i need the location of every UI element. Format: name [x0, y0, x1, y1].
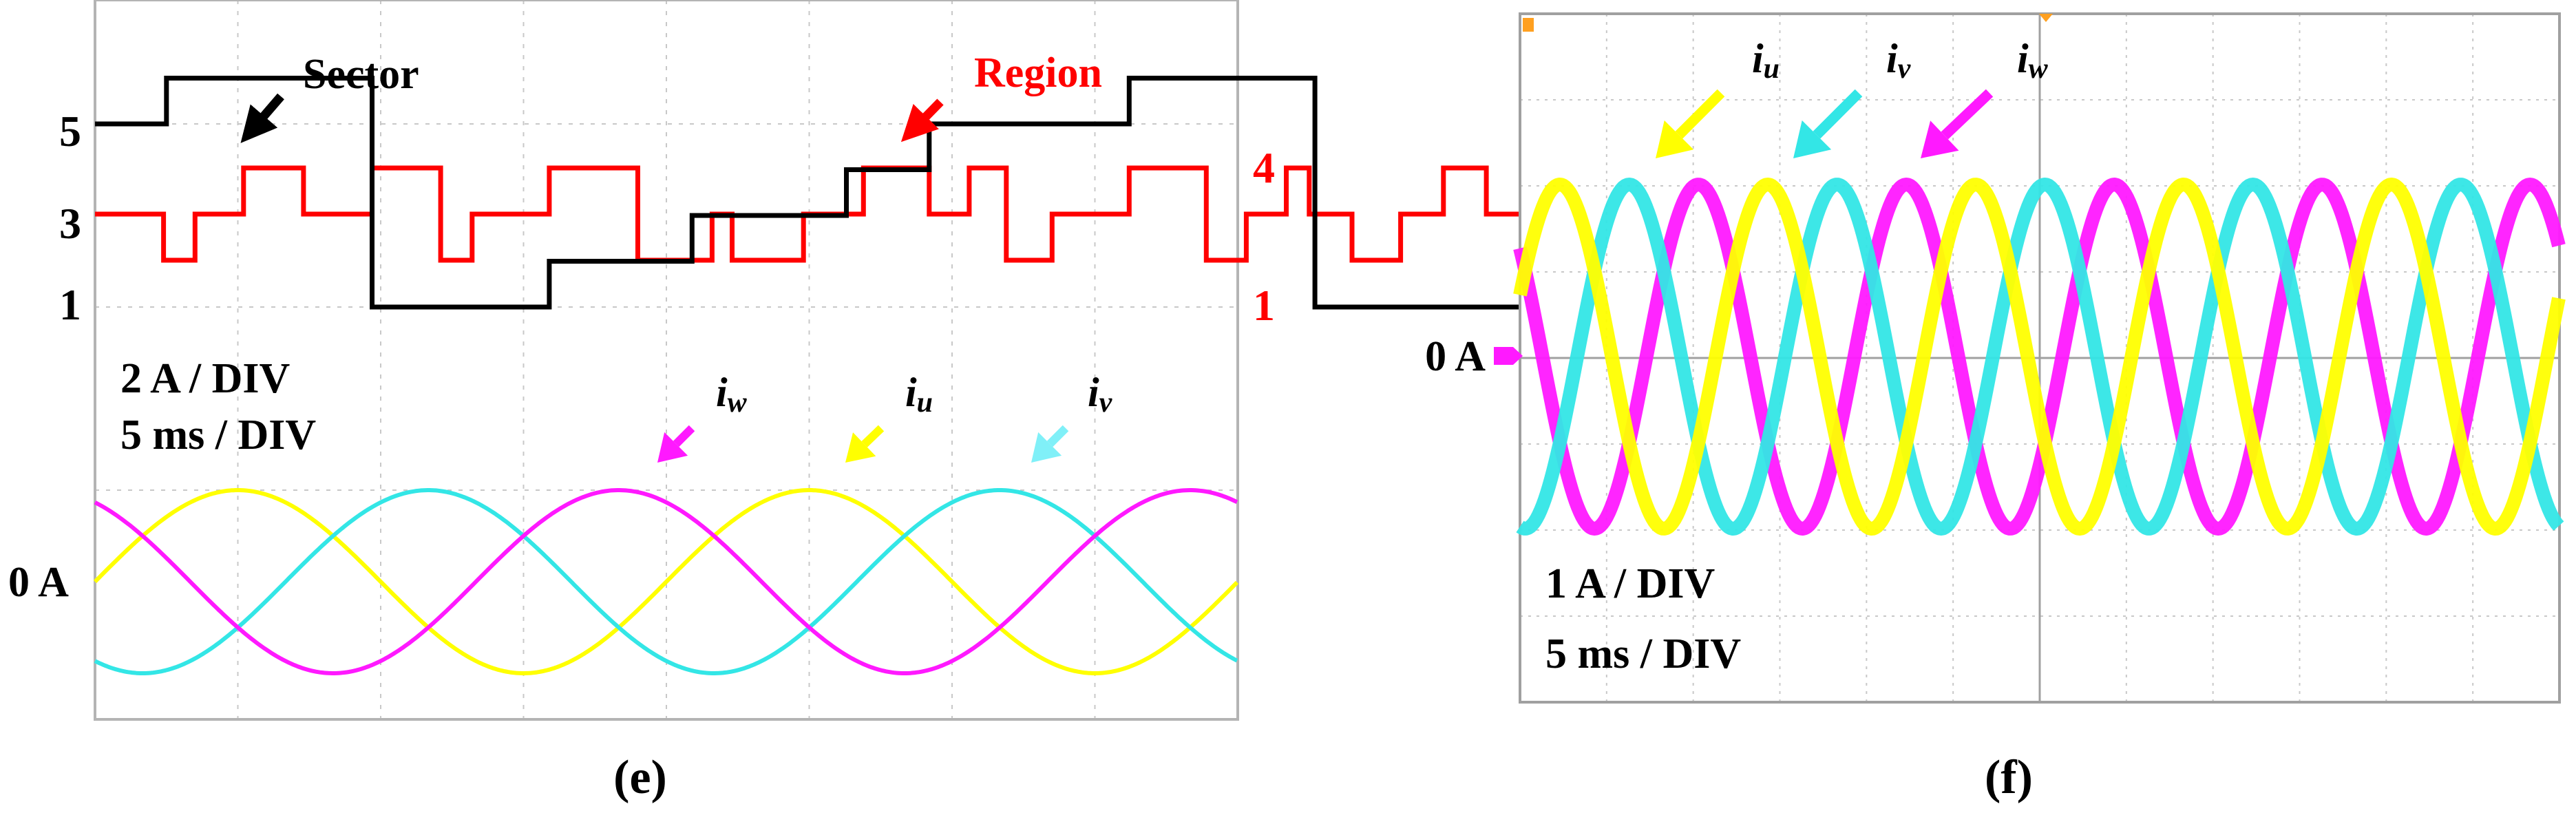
- sector-arrow: [240, 93, 284, 143]
- panel-f-plots: [1513, 178, 2566, 536]
- label-iv-main: i: [1886, 36, 1898, 81]
- arrow-iw-shaft: [1941, 89, 1994, 140]
- label-iu: iu: [1752, 36, 1780, 85]
- arrow-iu-shaft: [861, 425, 885, 447]
- arrow-iw-head: [1921, 120, 1959, 158]
- region-tick-4: 4: [1253, 143, 1275, 192]
- label-iw-sub: w: [2029, 53, 2049, 85]
- region-arrow: [900, 98, 944, 142]
- sector-label: Sector: [303, 51, 419, 98]
- label-iv-sub: v: [1898, 53, 1912, 85]
- panel-e-caption-letter: e: [629, 751, 651, 804]
- arrow-iv-shaft: [1046, 425, 1069, 447]
- panel-f-current-labels: iu iv iw: [1656, 36, 2049, 158]
- label-iv: iv: [1088, 370, 1113, 419]
- label-iu-sub: u: [917, 387, 933, 419]
- panel-e-caption: (e): [613, 751, 667, 804]
- trace-iw: [1513, 178, 2566, 536]
- arrow-iw-shaft: [673, 425, 695, 447]
- label-iw-main: i: [2017, 36, 2029, 81]
- panel-f-grid: [1520, 14, 2559, 702]
- arrow-iv-head: [1793, 120, 1832, 158]
- panel-f-caption: (f): [1985, 751, 2033, 804]
- trigger-marker-top: [2039, 14, 2053, 22]
- label-iu-sub: u: [1764, 53, 1780, 85]
- trigger-marker-left: [1523, 18, 1534, 32]
- arrow-iu-shaft: [1675, 89, 1725, 139]
- label-iv: iv: [1886, 36, 1912, 85]
- label-iu-main: i: [905, 370, 917, 415]
- label-iu: iu: [905, 370, 933, 419]
- label-iw-main: i: [716, 370, 728, 415]
- arrow-iu-head: [1656, 120, 1694, 158]
- label-iw: iw: [716, 370, 748, 419]
- trace-iu: [93, 488, 1239, 675]
- arrow-iv-head: [1031, 432, 1062, 463]
- panel-f-caption-open: (: [1985, 751, 2000, 804]
- region-label: Region: [974, 50, 1102, 96]
- sector-tick-5: 5: [59, 107, 81, 156]
- panel-e-scale-time: 5 ms / DIV: [120, 412, 316, 458]
- panel-e-grid: [95, 0, 1238, 719]
- panel-e: 5 3 1 4 1 Sector Region 2 A / DIV 5 ms /…: [8, 0, 2166, 804]
- arrow-iw-head: [657, 432, 688, 463]
- region-tick-1: 1: [1253, 281, 1275, 330]
- trace-iv: [94, 488, 1238, 675]
- trace-iu: [1513, 178, 2566, 536]
- panel-f-scale-time: 5 ms / DIV: [1545, 631, 1741, 677]
- panel-e-caption-close: ): [651, 751, 667, 804]
- panel-e-current-labels: iw iu iv: [657, 370, 1113, 463]
- sector-tick-3: 3: [59, 199, 81, 248]
- panel-e-scale-current: 2 A / DIV: [120, 355, 291, 402]
- panel-f-scale-current: 1 A / DIV: [1545, 560, 1715, 607]
- label-iv-sub: v: [1099, 387, 1113, 419]
- panel-e-plots: [93, 76, 2166, 675]
- panel-f-zero-label: 0 A: [1425, 333, 1486, 380]
- panel-e-frame: [94, 0, 1239, 721]
- panel-f: 0 A 1 A / DIV 5 ms / DIV iu iv iw (f): [1425, 12, 2566, 804]
- arrow-iu-head: [845, 432, 876, 463]
- sector-tick-1: 1: [59, 280, 81, 329]
- channel-marker: [1494, 347, 1523, 365]
- panel-f-caption-close: ): [2017, 751, 2033, 804]
- label-iw-sub: w: [728, 387, 748, 419]
- label-iv-main: i: [1088, 370, 1099, 415]
- panel-e-zero-label: 0 A: [8, 559, 69, 606]
- panel-f-caption-letter: f: [2000, 751, 2017, 804]
- label-iu-main: i: [1752, 36, 1764, 81]
- panel-e-caption-open: (: [613, 751, 629, 804]
- trace-iw: [94, 488, 1238, 675]
- trace-iv: [1515, 178, 2564, 536]
- arrow-iv-shaft: [1813, 89, 1863, 139]
- label-iw: iw: [2017, 36, 2049, 85]
